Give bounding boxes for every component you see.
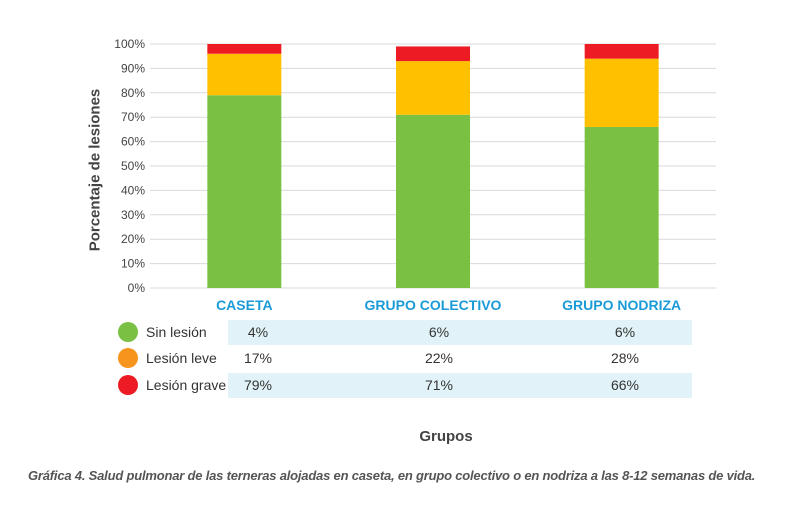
- y-tick-label: 10%: [121, 257, 145, 271]
- bar-segment: [396, 114, 470, 288]
- x-category-label: GRUPO COLECTIVO: [365, 297, 502, 313]
- table-cell: 17%: [243, 350, 273, 366]
- legend-label: Lesión leve: [146, 350, 217, 366]
- bar-segment: [584, 58, 659, 127]
- y-tick-label: 60%: [121, 135, 145, 149]
- y-tick-label: 100%: [114, 37, 145, 51]
- table-cell: 22%: [424, 350, 454, 366]
- table-row-band: [228, 373, 692, 398]
- y-tick-label: 20%: [121, 232, 145, 246]
- y-tick-label: 50%: [121, 159, 145, 173]
- legend-label: Sin lesión: [146, 324, 207, 340]
- y-axis-label: Porcentaje de lesiones: [86, 88, 104, 252]
- x-category-label: GRUPO NODRIZA: [562, 297, 681, 313]
- bar-segment: [207, 53, 282, 96]
- bar-segment: [584, 44, 659, 59]
- bar-segment: [584, 126, 659, 289]
- table-cell: 79%: [243, 377, 273, 393]
- x-axis-label: Grupos: [419, 428, 473, 445]
- figure-caption: Gráfica 4. Salud pulmonar de las ternera…: [28, 468, 756, 483]
- table-cell: 28%: [610, 350, 640, 366]
- table-row-band: [228, 320, 692, 345]
- legend-swatch: [118, 322, 138, 342]
- y-tick-label: 70%: [121, 110, 145, 124]
- y-tick-label: 0%: [128, 281, 146, 295]
- bar-segment: [396, 61, 470, 115]
- legend-label: Lesión grave: [146, 377, 227, 393]
- y-tick-label: 40%: [121, 183, 145, 197]
- legend-swatch: [118, 375, 138, 395]
- bar-segment: [396, 46, 470, 62]
- table-cell: 66%: [610, 377, 640, 393]
- y-tick-label: 80%: [121, 86, 145, 100]
- bar-segment: [207, 95, 282, 289]
- bar-segment: [207, 44, 282, 54]
- table-cell: 71%: [424, 377, 454, 393]
- y-tick-label: 30%: [121, 208, 145, 222]
- legend-swatch: [118, 348, 138, 368]
- table-cell: 4%: [247, 324, 269, 340]
- table-cell: 6%: [428, 324, 450, 340]
- x-category-label: CASETA: [216, 297, 273, 313]
- table-cell: 6%: [614, 324, 636, 340]
- y-tick-label: 90%: [121, 61, 145, 75]
